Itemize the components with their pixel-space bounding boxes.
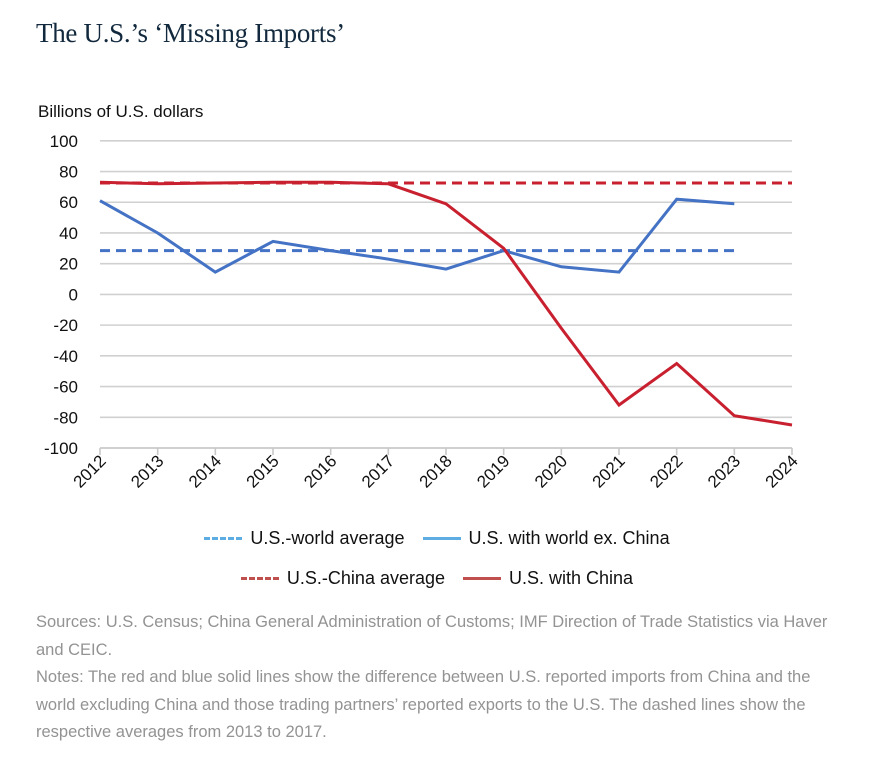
y-tick-label: -100 <box>44 439 78 458</box>
x-tick-label: 2018 <box>416 451 456 491</box>
y-tick-label: -40 <box>53 347 78 366</box>
legend-label: U.S. with China <box>509 568 634 588</box>
series-u-s-with-world-ex-china <box>99 197 735 274</box>
x-tick-label: 2017 <box>358 451 398 491</box>
dashed-line-swatch-icon <box>204 537 243 540</box>
x-tick-label: 2016 <box>300 451 340 491</box>
legend-label: U.S.-world average <box>250 528 405 548</box>
y-tick-label: 100 <box>50 132 78 151</box>
legend-row-2: U.S.-China average U.S. with China <box>0 568 874 589</box>
x-tick-label: 2022 <box>646 451 686 491</box>
x-axis: 2012 2013 2014 2015 2016 2017 2018 2019 2020 2021… <box>70 447 802 492</box>
notes-text: Notes: The red and blue solid lines show… <box>36 668 811 742</box>
x-tick-label: 2021 <box>589 451 629 491</box>
y-tick-label: -80 <box>53 408 78 427</box>
x-tick-label: 2015 <box>243 451 283 491</box>
y-axis-label: Billions of U.S. dollars <box>38 102 203 121</box>
y-tick-label: -60 <box>53 378 78 397</box>
y-tick-label: 0 <box>69 285 78 304</box>
chart-notes: Sources: U.S. Census; China General Admi… <box>36 609 836 747</box>
y-tick-label: -20 <box>53 316 78 335</box>
line-chart: Billions of U.S. dollars 100 80 60 40 20 0 -20… <box>38 102 802 492</box>
x-tick-label: 2013 <box>127 451 167 491</box>
dashed-line-swatch-icon <box>240 577 279 580</box>
legend-label: U.S. with world ex. China <box>468 528 670 548</box>
x-tick-label: 2014 <box>185 451 225 491</box>
series-lines <box>99 180 793 427</box>
x-tick-label: 2019 <box>473 451 513 491</box>
legend-row-1: U.S.-world average U.S. with world ex. C… <box>0 528 874 549</box>
sources-text: Sources: U.S. Census; China General Admi… <box>36 613 828 659</box>
legend-item-us-with-china: U.S. with China <box>463 568 633 589</box>
y-axis-ticks: 100 80 60 40 20 0 -20 -40 -60 -80 -100 <box>44 132 78 458</box>
x-tick-label: 2020 <box>531 451 571 491</box>
solid-line-swatch-icon <box>422 537 461 540</box>
x-tick-label: 2024 <box>762 451 802 491</box>
legend-item-us-world-average: U.S.-world average <box>204 528 405 549</box>
series-u-s-with-china <box>99 180 793 427</box>
y-tick-label: 40 <box>59 224 78 243</box>
gridlines <box>100 140 792 449</box>
legend-label: U.S.-China average <box>286 568 446 588</box>
legend-item-us-china-average: U.S.-China average <box>240 568 446 589</box>
y-tick-label: 80 <box>59 163 78 182</box>
y-tick-label: 20 <box>59 255 78 274</box>
x-tick-label: 2023 <box>704 451 744 491</box>
y-tick-label: 60 <box>59 193 78 212</box>
chart-title: The U.S.’s ‘Missing Imports’ <box>36 18 345 48</box>
legend-item-us-world-ex-china: U.S. with world ex. China <box>422 528 670 549</box>
solid-line-swatch-icon <box>463 577 502 580</box>
